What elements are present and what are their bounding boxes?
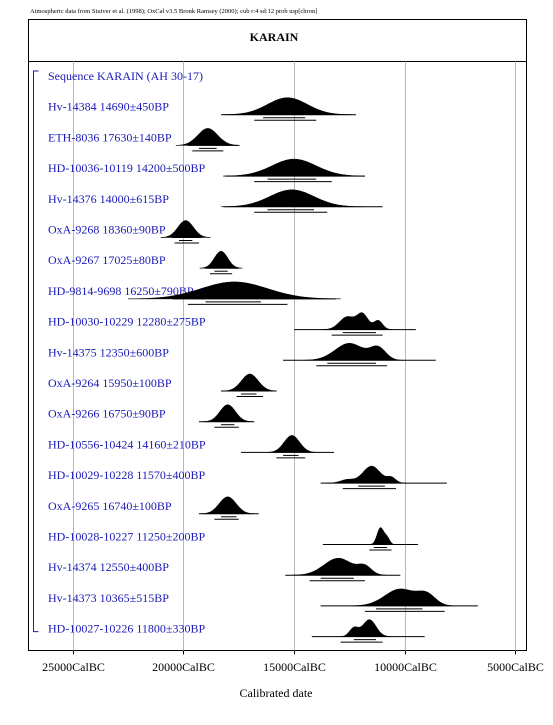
posterior-distribution — [369, 527, 396, 545]
sample-row: OxA-9268 18360±90BP — [48, 220, 211, 244]
posterior-distribution — [350, 588, 456, 607]
sample-label: Hv-14374 12550±400BP — [48, 560, 169, 574]
sample-row: HD-10556-10424 14160±210BP — [48, 435, 334, 459]
posterior-distribution — [322, 312, 393, 330]
chart-title: KARAIN — [250, 30, 299, 44]
posterior-distribution — [339, 619, 391, 637]
sample-label: OxA-9267 17025±80BP — [48, 253, 166, 267]
tick-label: 25000CalBC — [42, 660, 105, 674]
header-note: Atmospheric data from Stuiver et al. (19… — [30, 8, 317, 15]
sample-label: OxA-9268 18360±90BP — [48, 223, 166, 237]
sequence-bracket-line — [33, 70, 39, 633]
tick-label: 20000CalBC — [152, 660, 215, 674]
sample-row: Hv-14384 14690±450BP — [48, 97, 357, 121]
sample-label: HD-9814-9698 16250±790BP — [48, 284, 194, 298]
sample-row: OxA-9264 15950±100BP — [48, 373, 277, 397]
x-axis-ticks: 25000CalBC 20000CalBC 15000CalBC 10000CalBC… — [42, 650, 544, 674]
sample-row: OxA-9267 17025±80BP — [48, 250, 243, 275]
posterior-distribution — [220, 189, 363, 208]
sample-rows: Hv-14384 14690±450BP ETH-8036 17630±140BP… — [48, 97, 478, 643]
tick-label: 10000CalBC — [374, 660, 437, 674]
sample-row: HD-10029-10228 11570±400BP — [48, 465, 447, 490]
sample-label: HD-10036-10119 14200±500BP — [48, 161, 205, 175]
sequence-bracket — [33, 70, 39, 633]
posterior-distribution — [223, 97, 352, 115]
posterior-distribution — [202, 404, 253, 422]
sample-label: OxA-9265 16740±100BP — [48, 499, 172, 513]
posterior-distribution — [223, 158, 366, 177]
sample-row: HD-10036-10119 14200±500BP — [48, 158, 366, 183]
sample-row: OxA-9265 16740±100BP — [48, 496, 259, 520]
sample-row: HD-9814-9698 16250±790BP — [48, 281, 341, 305]
posterior-distribution — [292, 557, 387, 576]
tick-label: 15000CalBC — [263, 660, 326, 674]
sample-row: Hv-14375 12350±600BP — [48, 343, 436, 367]
sample-label: OxA-9264 15950±100BP — [48, 376, 172, 390]
sample-label: Hv-14376 14000±615BP — [48, 192, 169, 206]
posterior-distribution — [175, 128, 240, 146]
sample-label: Hv-14373 10365±515BP — [48, 591, 169, 605]
sample-label: ETH-8036 17630±140BP — [48, 130, 172, 144]
posterior-distribution — [160, 220, 211, 238]
sample-label: HD-10030-10229 12280±275BP — [48, 315, 206, 329]
sample-label: OxA-9266 16750±90BP — [48, 407, 166, 421]
x-axis-label: Calibrated date — [240, 686, 313, 700]
sample-row: Hv-14376 14000±615BP — [48, 189, 383, 213]
sample-row: ETH-8036 17630±140BP — [48, 128, 240, 152]
tick-label: 5000CalBC — [487, 660, 544, 674]
posterior-distribution — [303, 343, 404, 361]
sample-row: Hv-14373 10365±515BP — [48, 588, 478, 612]
posterior-distribution — [266, 435, 317, 453]
sample-label: Hv-14375 12350±600BP — [48, 345, 169, 359]
posterior-distribution — [200, 496, 255, 515]
sequence-label: Sequence KARAIN (AH 30-17) — [48, 69, 203, 83]
plot-frame — [28, 19, 527, 651]
sample-label: Hv-14384 14690±450BP — [48, 100, 169, 114]
sample-row: Hv-14374 12550±400BP — [48, 557, 401, 582]
posterior-distribution — [127, 281, 341, 300]
posterior-distribution — [326, 465, 406, 484]
sample-label: HD-10029-10228 11570±400BP — [48, 468, 205, 482]
posterior-distribution — [199, 250, 243, 269]
sample-label: HD-10028-10227 11250±200BP — [48, 530, 205, 544]
sample-row: OxA-9266 16750±90BP — [48, 404, 255, 428]
sample-label: HD-10556-10424 14160±210BP — [48, 437, 206, 451]
sample-row: HD-10030-10229 12280±275BP — [48, 312, 416, 336]
sample-label: HD-10027-10226 11800±330BP — [48, 622, 205, 636]
sample-row: HD-10028-10227 11250±200BP — [48, 527, 419, 551]
posterior-distribution — [222, 373, 277, 392]
sample-row: HD-10027-10226 11800±330BP — [48, 619, 425, 643]
